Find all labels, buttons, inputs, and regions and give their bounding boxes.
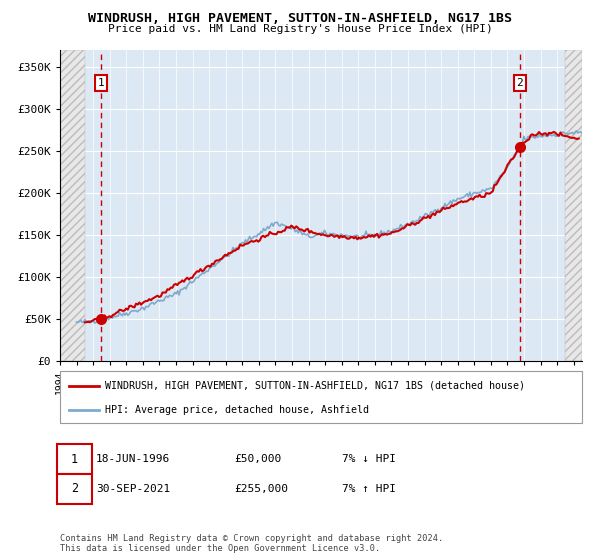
Text: 1: 1	[71, 452, 78, 466]
Text: HPI: Average price, detached house, Ashfield: HPI: Average price, detached house, Ashf…	[105, 405, 369, 415]
Text: 1: 1	[97, 78, 104, 88]
Text: WINDRUSH, HIGH PAVEMENT, SUTTON-IN-ASHFIELD, NG17 1BS: WINDRUSH, HIGH PAVEMENT, SUTTON-IN-ASHFI…	[88, 12, 512, 25]
Bar	[60, 50, 85, 361]
Text: 7% ↓ HPI: 7% ↓ HPI	[342, 454, 396, 464]
Text: 18-JUN-1996: 18-JUN-1996	[96, 454, 170, 464]
Text: £50,000: £50,000	[234, 454, 281, 464]
Text: £255,000: £255,000	[234, 484, 288, 494]
Text: 7% ↑ HPI: 7% ↑ HPI	[342, 484, 396, 494]
Text: Price paid vs. HM Land Registry's House Price Index (HPI): Price paid vs. HM Land Registry's House …	[107, 24, 493, 34]
Text: WINDRUSH, HIGH PAVEMENT, SUTTON-IN-ASHFIELD, NG17 1BS (detached house): WINDRUSH, HIGH PAVEMENT, SUTTON-IN-ASHFI…	[105, 381, 525, 391]
Text: 2: 2	[517, 78, 523, 88]
Text: 30-SEP-2021: 30-SEP-2021	[96, 484, 170, 494]
Text: Contains HM Land Registry data © Crown copyright and database right 2024.
This d: Contains HM Land Registry data © Crown c…	[60, 534, 443, 553]
Bar	[565, 50, 582, 361]
Text: 2: 2	[71, 482, 78, 496]
